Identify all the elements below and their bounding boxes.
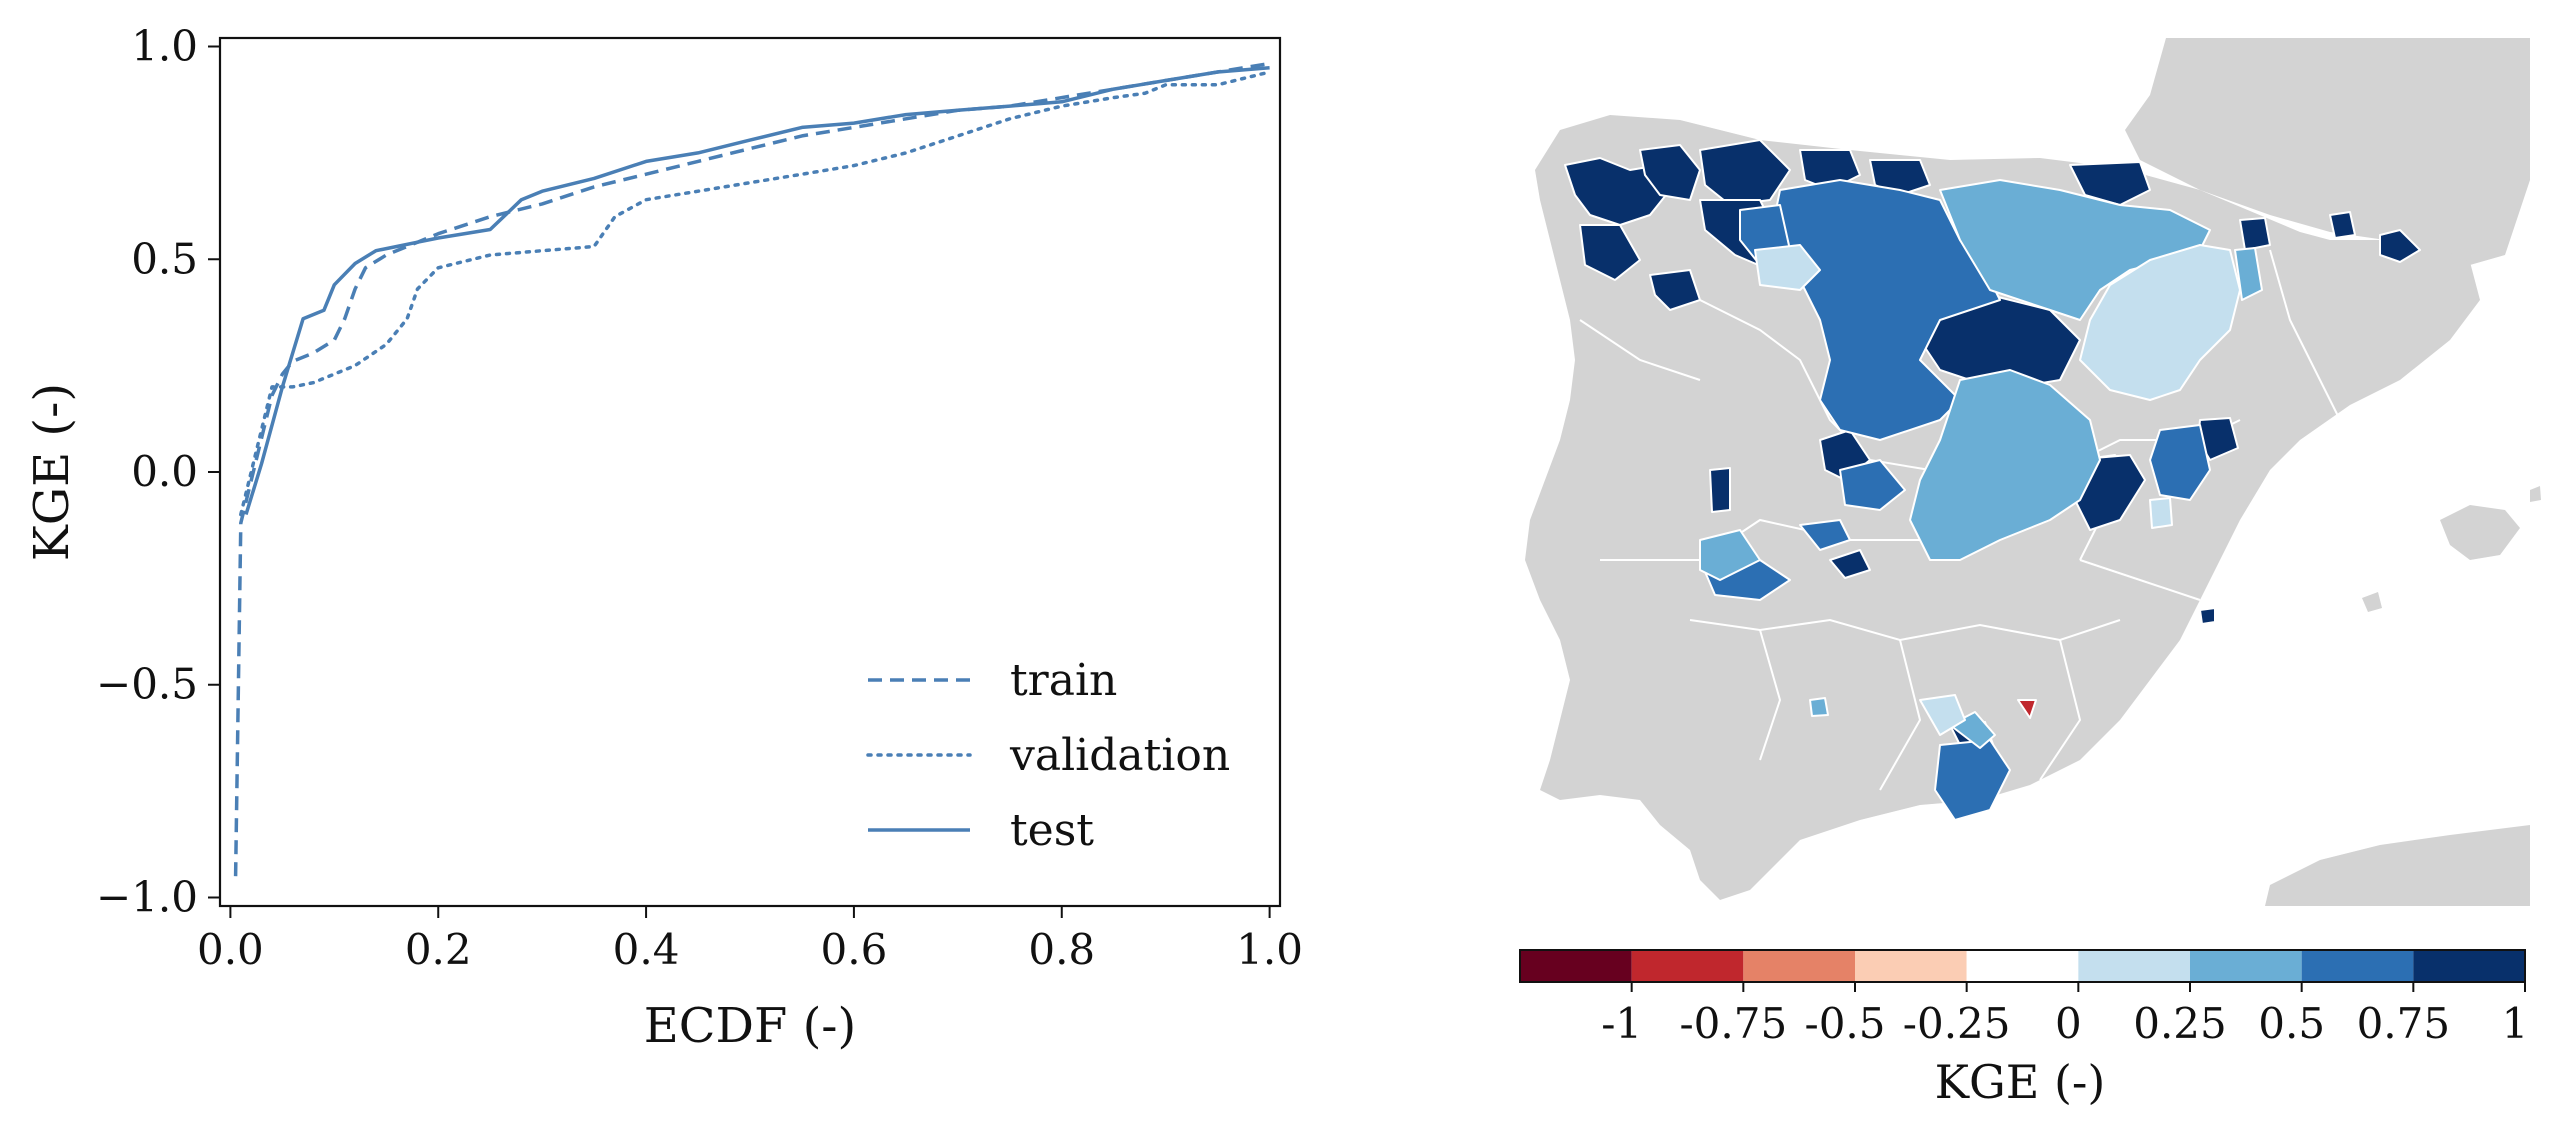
- colorbar-bin: [2413, 950, 2525, 982]
- x-tick-label: 0.8: [1028, 925, 1095, 974]
- colorbar-bin: [1966, 950, 2079, 982]
- kge-map: -1 -0.75 -0.5 -0.25 0 0.25 0.5 0.75 1 KGE (-): [1519, 38, 2541, 1109]
- colorbar-tick-label: 0.25: [2133, 999, 2227, 1048]
- land-africa: [2265, 825, 2530, 906]
- x-axis-ticks: 0.0 0.2 0.4 0.6 0.8 1.0: [197, 906, 1303, 974]
- y-axis-label: KGE (-): [24, 383, 80, 561]
- colorbar-tick-label: -1: [1601, 999, 1642, 1048]
- colorbar-label: KGE (-): [1935, 1055, 2106, 1109]
- y-tick-label: 0.5: [131, 234, 198, 283]
- catchments-kge-mid: [1699, 179, 2263, 749]
- catchment-kge-negative: [2017, 699, 2037, 719]
- x-tick-label: 1.0: [1236, 925, 1303, 974]
- land-france: [2125, 38, 2530, 265]
- colorbar-frame: [1519, 949, 2526, 983]
- legend-label-validation: validation: [1009, 730, 1230, 781]
- colorbar-tick-label: -0.75: [1679, 999, 1787, 1048]
- y-tick-label: −0.5: [96, 660, 198, 709]
- land-menorca: [2530, 486, 2541, 502]
- x-tick-label: 0.0: [197, 925, 264, 974]
- colorbar-tick-label: 0: [2055, 999, 2082, 1048]
- catchments-kge-low: [1754, 244, 2241, 736]
- colorbar-tick-label: 0.75: [2357, 999, 2451, 1048]
- series-line-test: [244, 66, 1270, 516]
- legend: train validation test: [866, 655, 1230, 856]
- colorbar-bin: [2301, 950, 2414, 982]
- ecdf-chart: 0.0 0.2 0.4 0.6 0.8 1.0 −1.0 −0.5 0.0 0.5 1.0 ECD…: [24, 22, 1303, 1054]
- y-axis-ticks: −1.0 −0.5 0.0 0.5 1.0: [96, 22, 220, 921]
- x-tick-label: 0.2: [405, 925, 472, 974]
- x-tick-label: 0.6: [821, 925, 888, 974]
- colorbar: -1 -0.75 -0.5 -0.25 0 0.25 0.5 0.75 1: [1519, 949, 2529, 1048]
- colorbar-bin: [2190, 950, 2302, 982]
- land-mallorca: [2440, 505, 2520, 560]
- colorbar-bin: [2078, 950, 2190, 982]
- land-ibiza: [2362, 592, 2382, 612]
- catchments-kge-mid-high: [1699, 179, 2211, 821]
- series-line-validation: [239, 70, 1272, 517]
- y-tick-label: −1.0: [96, 872, 198, 921]
- colorbar-bin: [1520, 950, 1632, 982]
- colorbar-tick-label: 1: [2502, 999, 2529, 1048]
- series-line-train: [233, 61, 1270, 877]
- colorbar-bin: [1855, 950, 1967, 982]
- colorbar-bin: [1743, 950, 1855, 982]
- colorbar-tick-label: -0.25: [1903, 999, 2011, 1048]
- x-tick-label: 0.4: [613, 925, 680, 974]
- legend-label-test: test: [1010, 805, 1094, 856]
- x-axis-label: ECDF (-): [644, 998, 856, 1054]
- series-lines: [233, 61, 1272, 877]
- colorbar-tick-label: -0.5: [1805, 999, 1886, 1048]
- colorbar-bin: [1631, 950, 1744, 982]
- legend-label-train: train: [1010, 655, 1117, 706]
- colorbar-tick-label: 0.5: [2258, 999, 2325, 1048]
- y-tick-label: 1.0: [131, 22, 198, 71]
- y-tick-label: 0.0: [131, 447, 198, 496]
